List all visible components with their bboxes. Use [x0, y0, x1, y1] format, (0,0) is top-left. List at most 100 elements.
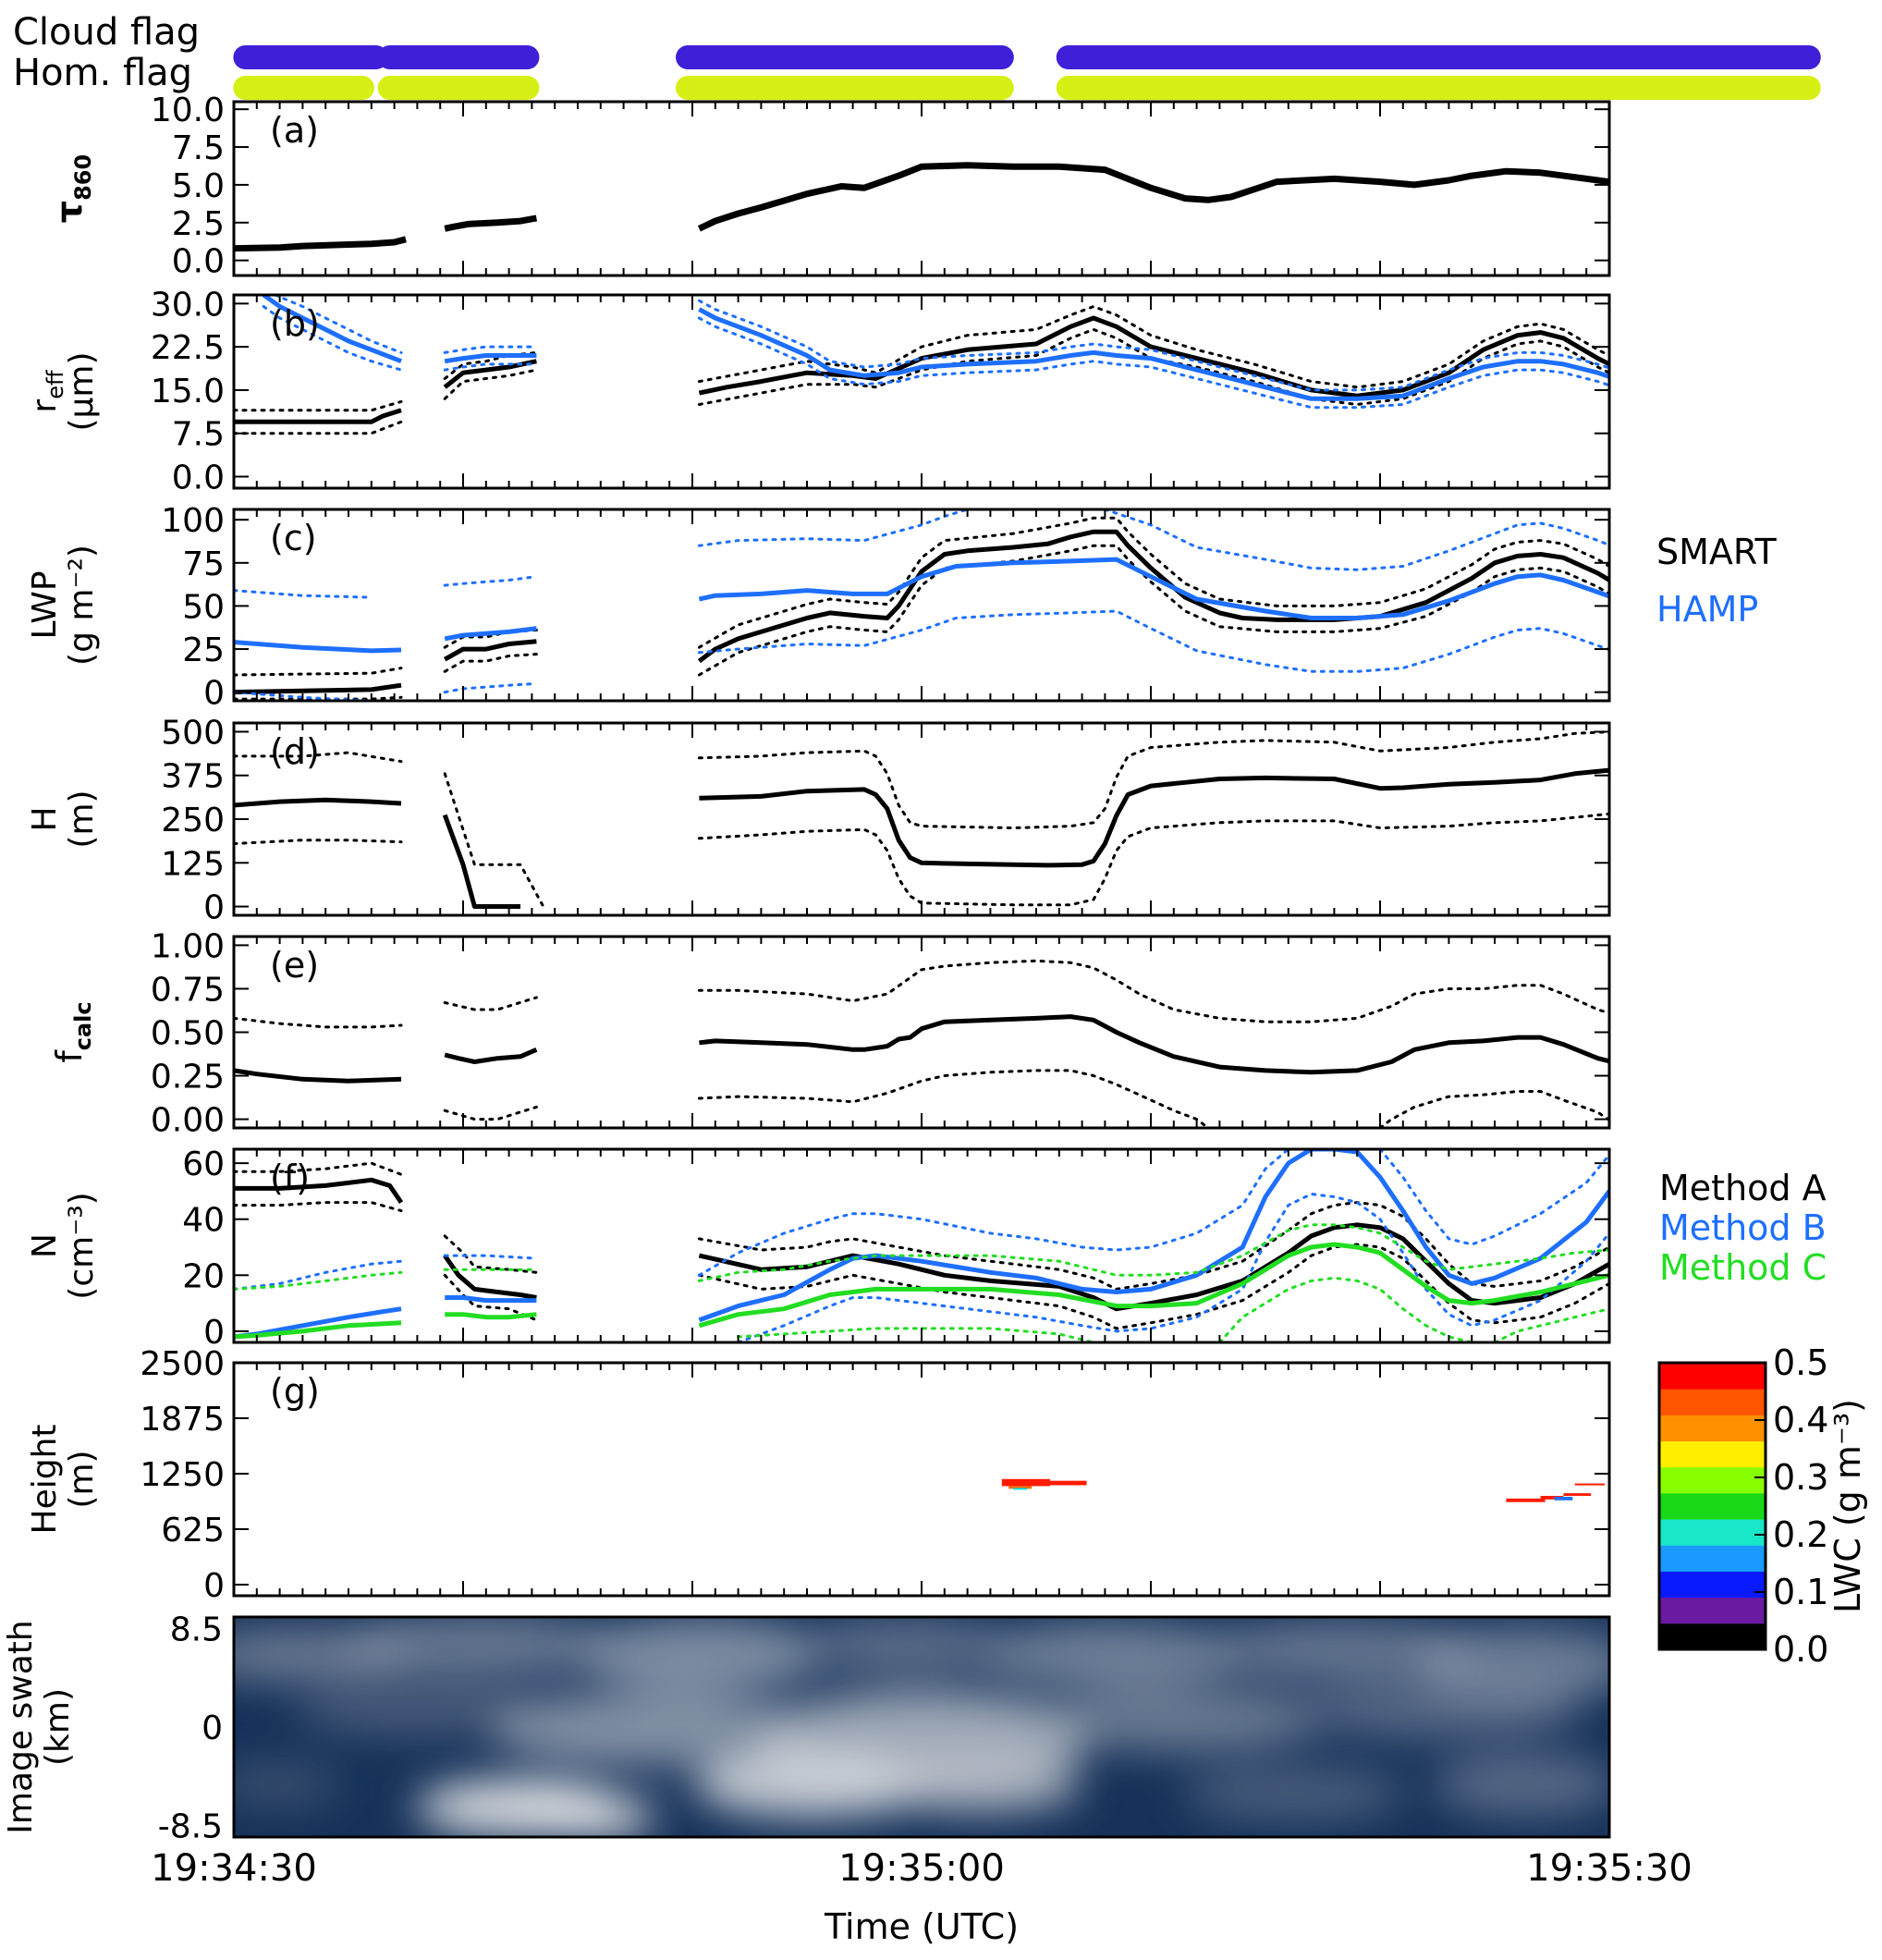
y-axis-title: Height (m) [26, 1424, 101, 1534]
series-line [442, 814, 520, 909]
panel-label: (c) [270, 518, 317, 558]
series-line [234, 420, 403, 435]
legend-n-item: Method B [1659, 1207, 1827, 1248]
cloud-field [234, 1617, 1609, 1835]
series-line [443, 772, 545, 908]
series-line [1378, 1090, 1609, 1128]
y-tick-label: 0 [203, 889, 225, 927]
series-line [445, 1312, 537, 1320]
y-axis-label: Height [26, 1424, 64, 1534]
lwc-cell [1506, 1498, 1546, 1502]
y-tick-label: 500 [161, 714, 225, 752]
y-tick-label: 0 [203, 1314, 225, 1352]
series-line [697, 529, 1609, 664]
panel-frame [232, 100, 1611, 277]
series-line [697, 316, 1609, 410]
panel-label: (g) [270, 1371, 320, 1412]
panel-lwp: 0 25 50 75 100 (c) LWP (g m⁻²) [26, 502, 1611, 713]
colorbar-swatch [1659, 1571, 1766, 1599]
y-tick-label: 1875 [140, 1401, 225, 1439]
swath-frame [232, 1615, 1611, 1839]
y-tick-label: 2.5 [172, 205, 225, 243]
y-axis-label: N [26, 1233, 64, 1258]
colorbar-tick-label: 0.2 [1773, 1514, 1828, 1555]
colorbar-swatch [1659, 1597, 1766, 1624]
lwc-cell [1554, 1496, 1573, 1501]
series-line [444, 353, 537, 364]
y-axis-label: fcalc [49, 1001, 96, 1062]
series-line [443, 368, 538, 400]
y-tick-label: 20 [182, 1257, 225, 1295]
y-axis-units: (m) [63, 1450, 101, 1508]
series-line [1103, 509, 1609, 571]
x-tick-label: 19:35:00 [838, 1847, 1005, 1890]
series-line [443, 639, 537, 662]
y-axis-title: reff(μm) [26, 351, 101, 431]
plot-area-lwp [234, 509, 1609, 701]
colorbar-swatch [1659, 1519, 1766, 1546]
colorbar-swatch [1659, 1415, 1766, 1442]
colorbar-swatch [1659, 1440, 1766, 1468]
series-line [234, 1068, 402, 1084]
image-swath-panel [232, 1615, 1611, 1839]
flag-legend: Cloud flag Hom. flag [13, 11, 200, 94]
panel-tau: 0.02.55.07.510.0 (a) τ860 [49, 92, 1611, 281]
y-axis-subscript: eff [43, 370, 68, 399]
series-line [697, 609, 1609, 673]
series-line [234, 236, 407, 252]
colorbar-swatch [1659, 1389, 1766, 1415]
series-line [697, 1223, 1609, 1282]
y-axis-subscript: calc [70, 1001, 96, 1050]
y-tick-label: 0.0 [172, 459, 225, 497]
colorbar-swatch [1659, 1545, 1766, 1572]
colorbar-tick-label: 0.5 [1773, 1342, 1828, 1383]
y-axis-title: fcalc [49, 1001, 96, 1062]
flag-bars [233, 45, 1821, 100]
series-line [234, 797, 402, 808]
y-axis-label: Image swath [2, 1620, 40, 1833]
plot-area-lwc [1001, 1478, 1606, 1502]
series-line [697, 162, 1609, 232]
series-line [443, 345, 538, 354]
y-tick-label: 15.0 [151, 373, 225, 410]
panel-lwc: 0 625 1250 1875 2500 (g) Height (m) [26, 1345, 1611, 1605]
colorbar-tick-label: 0.4 [1773, 1400, 1828, 1440]
series-line [234, 399, 403, 412]
y-tick-label: 0.25 [151, 1059, 225, 1096]
series-line [444, 626, 537, 642]
colorbar-swatch [1659, 1466, 1766, 1494]
panel-frame [232, 508, 1611, 703]
y-axis-title: LWP (g m⁻²) [26, 545, 101, 666]
y-axis-title: N (cm⁻³) [26, 1192, 101, 1299]
series-line [262, 305, 403, 372]
series-line [234, 682, 402, 695]
plot-area-tau [234, 162, 1609, 252]
series-line [443, 350, 538, 380]
series-line [445, 1295, 537, 1304]
y-axis-subscript: 860 [70, 154, 96, 201]
lwc-cell [1008, 1486, 1033, 1489]
series-line [697, 1243, 1609, 1330]
colorbar-title: LWC (g m⁻³) [1827, 1399, 1868, 1613]
y-tick-label: 25 [182, 631, 225, 669]
hom-flag-label: Hom. flag [13, 52, 192, 94]
series-line [234, 1016, 403, 1029]
series-line [234, 1161, 403, 1176]
series-line [698, 1222, 1609, 1312]
lwc-cell [1036, 1480, 1087, 1486]
panel-reff: 0.0 7.5 15.0 22.5 30.0 (b) reff(μm) [26, 286, 1611, 497]
y-axis-units: (m) [63, 790, 101, 848]
lwc-cell [1540, 1496, 1564, 1500]
panel-label: (a) [270, 110, 319, 151]
y-tick-label: 75 [182, 545, 225, 583]
series-line [1493, 1307, 1609, 1342]
y-tick-label: 625 [161, 1512, 225, 1550]
panel-frame [232, 721, 1611, 917]
lwc-cell [1013, 1488, 1028, 1490]
series-line [697, 1201, 1609, 1291]
y-axis-title: Image swath (km) [2, 1620, 77, 1833]
colorbar-swatch [1659, 1363, 1766, 1390]
panel-h: 0 125 250 375 500 (d) H (m) [26, 714, 1611, 927]
x-tick-label: 19:35:30 [1526, 1847, 1693, 1890]
